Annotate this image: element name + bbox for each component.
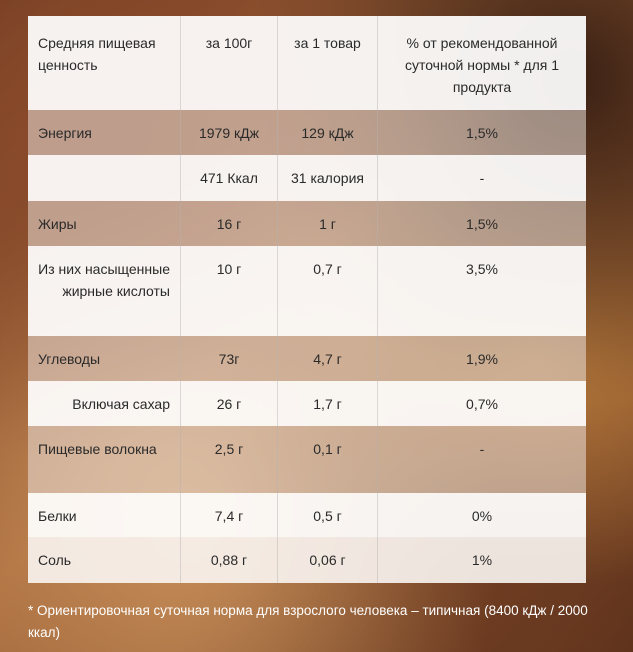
table-row: Из них насыщенные жирные кислоты 10 г 0,…: [28, 246, 586, 336]
table-row: Пищевые волокна 2,5 г 0,1 г -: [28, 426, 586, 493]
row-per-item: 0,7 г: [277, 246, 377, 336]
row-per-item: 31 калория: [277, 155, 377, 201]
row-daily-percent: 0,7%: [377, 381, 586, 426]
row-per-100g: 1979 кДж: [180, 110, 277, 155]
header-daily-percent: % от рекомендованной суточной нормы * дл…: [377, 16, 586, 110]
table-row: Белки 7,4 г 0,5 г 0%: [28, 493, 586, 537]
row-daily-percent: 1,5%: [377, 110, 586, 155]
row-per-100g: 26 г: [180, 381, 277, 426]
table-row: 471 Ккал 31 калория -: [28, 155, 586, 201]
nutrition-table: Средняя пищевая ценность за 100г за 1 то…: [28, 16, 586, 583]
row-name: [28, 155, 180, 201]
row-per-item: 4,7 г: [277, 336, 377, 381]
row-per-100g: 73г: [180, 336, 277, 381]
header-per-item: за 1 товар: [277, 16, 377, 110]
row-per-100g: 0,88 г: [180, 537, 277, 583]
row-daily-percent: 1,9%: [377, 336, 586, 381]
row-daily-percent: -: [377, 155, 586, 201]
table-row: Включая сахар 26 г 1,7 г 0,7%: [28, 381, 586, 426]
row-per-100g: 2,5 г: [180, 426, 277, 493]
table-row: Жиры 16 г 1 г 1,5%: [28, 201, 586, 246]
row-daily-percent: 0%: [377, 493, 586, 537]
row-name: Включая сахар: [72, 396, 170, 412]
row-daily-percent: 3,5%: [377, 246, 586, 336]
row-name: Энергия: [38, 125, 92, 141]
row-per-item: 0,1 г: [277, 426, 377, 493]
row-name: Жиры: [38, 216, 77, 232]
header-per-100g: за 100г: [180, 16, 277, 110]
row-per-item: 0,06 г: [277, 537, 377, 583]
table-row: Углеводы 73г 4,7 г 1,9%: [28, 336, 586, 381]
row-name: Пищевые волокна: [38, 441, 157, 457]
table-header: Средняя пищевая ценность за 100г за 1 то…: [28, 16, 586, 110]
row-daily-percent: 1,5%: [377, 201, 586, 246]
row-per-item: 0,5 г: [277, 493, 377, 537]
footnote: * Ориентировочная суточная норма для взр…: [28, 603, 588, 640]
row-per-100g: 7,4 г: [180, 493, 277, 537]
row-per-item: 1 г: [277, 201, 377, 246]
row-per-item: 129 кДж: [277, 110, 377, 155]
row-per-item: 1,7 г: [277, 381, 377, 426]
table-row: Энергия 1979 кДж 129 кДж 1,5%: [28, 110, 586, 155]
row-name: Белки: [38, 508, 77, 524]
header-nutrition-value: Средняя пищевая ценность: [38, 35, 156, 73]
row-name: Соль: [38, 552, 72, 568]
table-row: Соль 0,88 г 0,06 г 1%: [28, 537, 586, 583]
row-per-100g: 10 г: [180, 246, 277, 336]
row-daily-percent: -: [377, 426, 586, 493]
row-name: Из них насыщенные жирные кислоты: [38, 261, 170, 299]
row-daily-percent: 1%: [377, 537, 586, 583]
row-name: Углеводы: [38, 351, 101, 367]
row-per-100g: 471 Ккал: [180, 155, 277, 201]
row-per-100g: 16 г: [180, 201, 277, 246]
